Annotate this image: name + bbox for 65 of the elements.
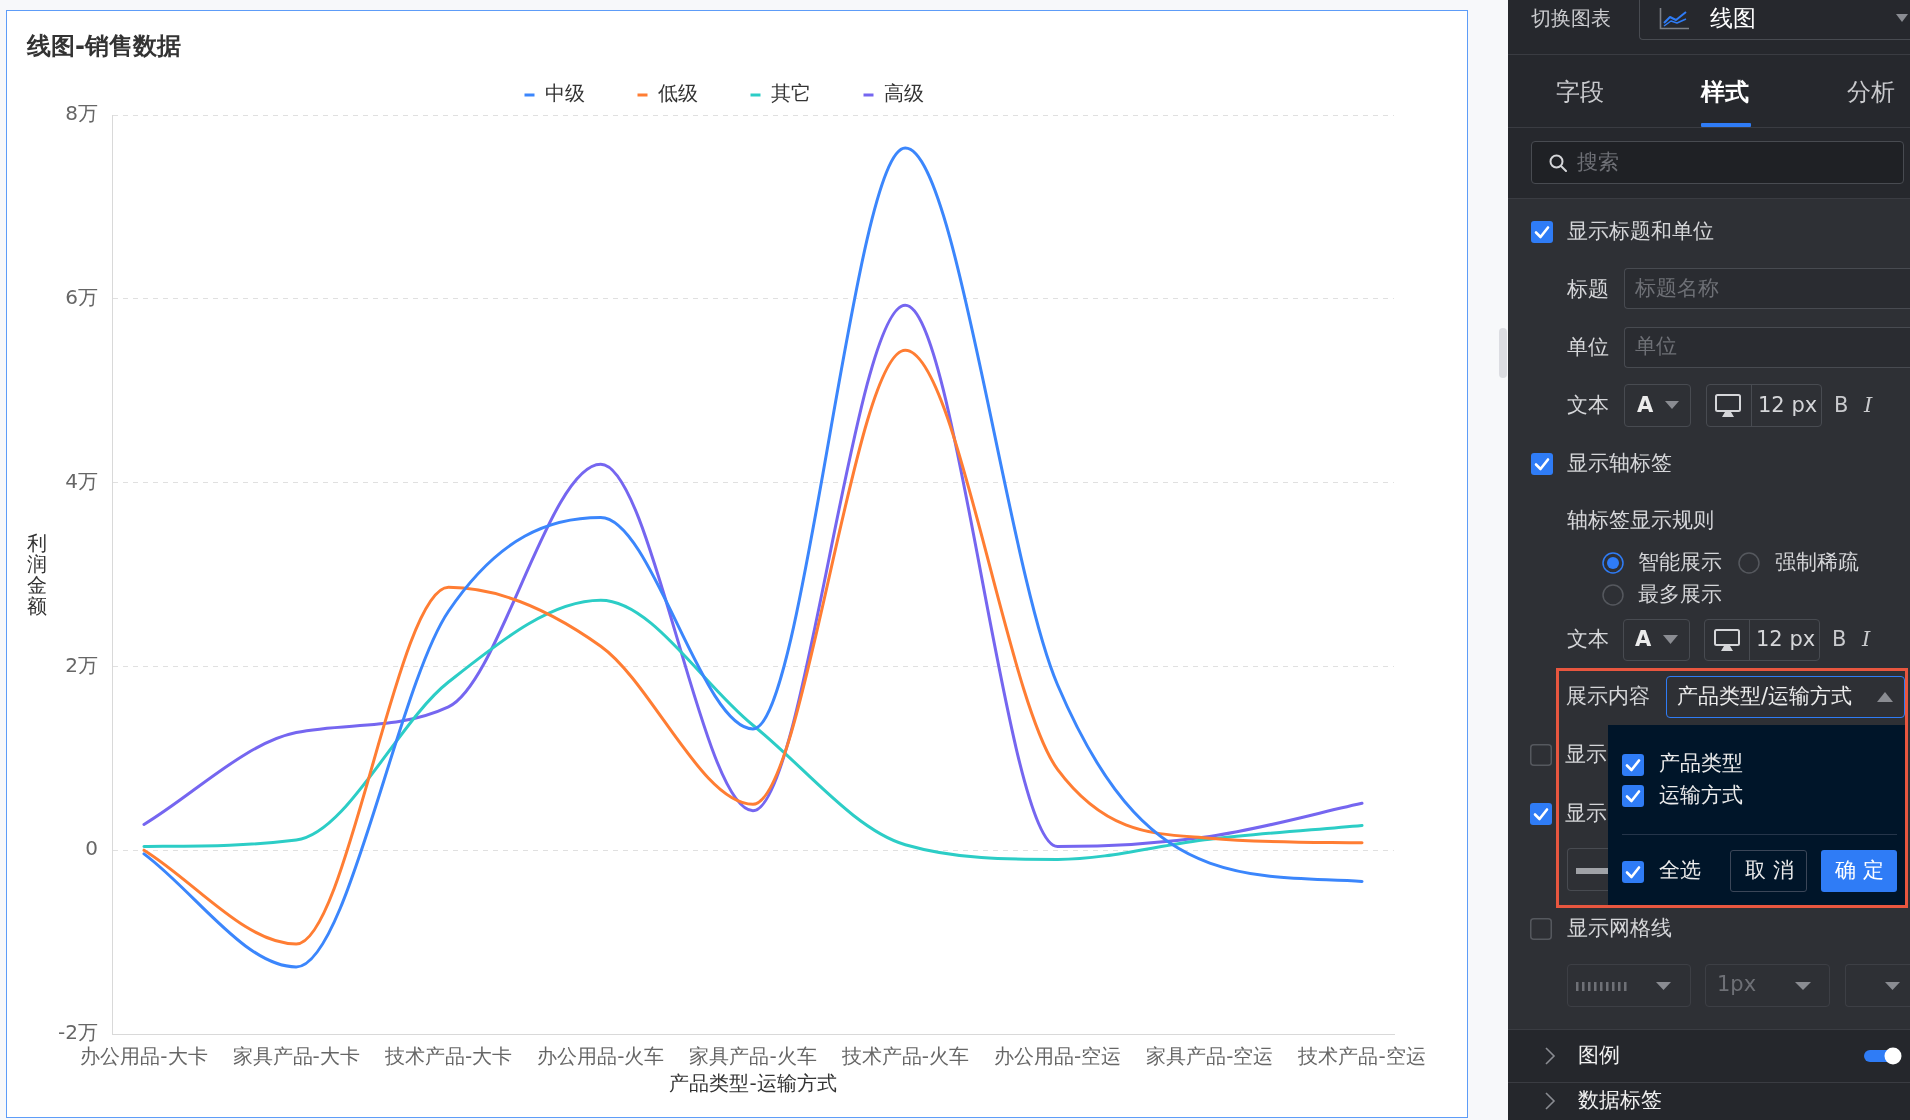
x-tick-label: 技术产品-火车 xyxy=(840,1044,969,1069)
text: I xyxy=(1864,393,1873,419)
x-tick-label: 家具产品-大卡 xyxy=(232,1044,360,1069)
text: 样式 xyxy=(1701,77,1749,107)
text: 标题名称 xyxy=(1635,276,1719,302)
legend-label: 中级 xyxy=(544,81,585,106)
text: 文本 xyxy=(1567,627,1609,653)
x-tick-label: 办公用品-火车 xyxy=(537,1044,665,1069)
text: B xyxy=(1834,393,1849,419)
text: 文本 xyxy=(1567,393,1609,419)
text: 1px xyxy=(1717,972,1757,998)
x-tick-label: 家具产品-空运 xyxy=(1146,1044,1274,1069)
x-tick-label: 办公用品-空运 xyxy=(993,1044,1122,1069)
text: 图例 xyxy=(1578,1043,1620,1069)
text: 运输方式 xyxy=(1659,783,1743,809)
text: 显示轴标签 xyxy=(1567,451,1672,477)
text: 12 px xyxy=(1758,393,1818,419)
x-tick-label: 办公用品-大卡 xyxy=(80,1044,208,1069)
text: 线图 xyxy=(1710,5,1756,33)
text: 智能展示 xyxy=(1638,550,1722,576)
text: 搜索 xyxy=(1577,150,1619,176)
text: 单位 xyxy=(1635,334,1677,360)
y-tick-label: 6万 xyxy=(65,285,98,309)
text: 数据标签 xyxy=(1578,1088,1662,1114)
text: 12 px xyxy=(1756,627,1816,653)
y-tick-label: 8万 xyxy=(65,101,98,126)
line-series xyxy=(142,598,1364,861)
text: 取 消 xyxy=(1745,858,1794,884)
line-series xyxy=(142,303,1364,849)
text: 显示 xyxy=(1565,801,1607,827)
text: 分析 xyxy=(1847,77,1895,107)
text: 切换图表 xyxy=(1531,6,1611,30)
text: 显示网格线 xyxy=(1567,916,1672,942)
y-tick-label: 0 xyxy=(85,836,98,861)
legend-label: 其它 xyxy=(770,81,811,106)
x-tick-label: 技术产品-空运 xyxy=(1297,1044,1426,1069)
chart-title: 线图-销售数据 xyxy=(27,32,181,61)
line-series xyxy=(142,146,1364,969)
text: A xyxy=(1635,627,1652,653)
text: 字段 xyxy=(1556,77,1604,107)
text: I xyxy=(1862,627,1871,653)
y-axis-title: 利润金额 xyxy=(27,531,47,618)
text: 强制稀疏 xyxy=(1775,550,1859,576)
legend-label: 低级 xyxy=(657,81,698,106)
text: 确 定 xyxy=(1835,858,1884,884)
line-series xyxy=(142,348,1364,946)
y-tick-label: 4万 xyxy=(65,468,98,493)
text: 显示标题和单位 xyxy=(1567,219,1714,245)
y-tick-label: -2万 xyxy=(58,1020,98,1045)
text: 产品类型/运输方式 xyxy=(1677,684,1853,710)
text: B xyxy=(1832,627,1847,653)
x-axis-title: 产品类型-运输方式 xyxy=(669,1071,837,1096)
x-tick-label: 技术产品-大卡 xyxy=(383,1044,513,1069)
text: 展示内容 xyxy=(1566,684,1650,710)
text: 单位 xyxy=(1567,335,1609,361)
text: 轴标签显示规则 xyxy=(1567,508,1714,534)
x-tick-label: 家具产品-火车 xyxy=(689,1044,817,1069)
legend-label: 高级 xyxy=(883,81,924,106)
text: 显示 xyxy=(1565,742,1607,768)
text: 产品类型 xyxy=(1659,751,1743,777)
y-tick-label: 2万 xyxy=(65,652,98,677)
text: 最多展示 xyxy=(1638,582,1722,608)
text: A xyxy=(1637,393,1654,419)
text: 标题 xyxy=(1567,277,1609,303)
text: 全选 xyxy=(1659,858,1701,884)
